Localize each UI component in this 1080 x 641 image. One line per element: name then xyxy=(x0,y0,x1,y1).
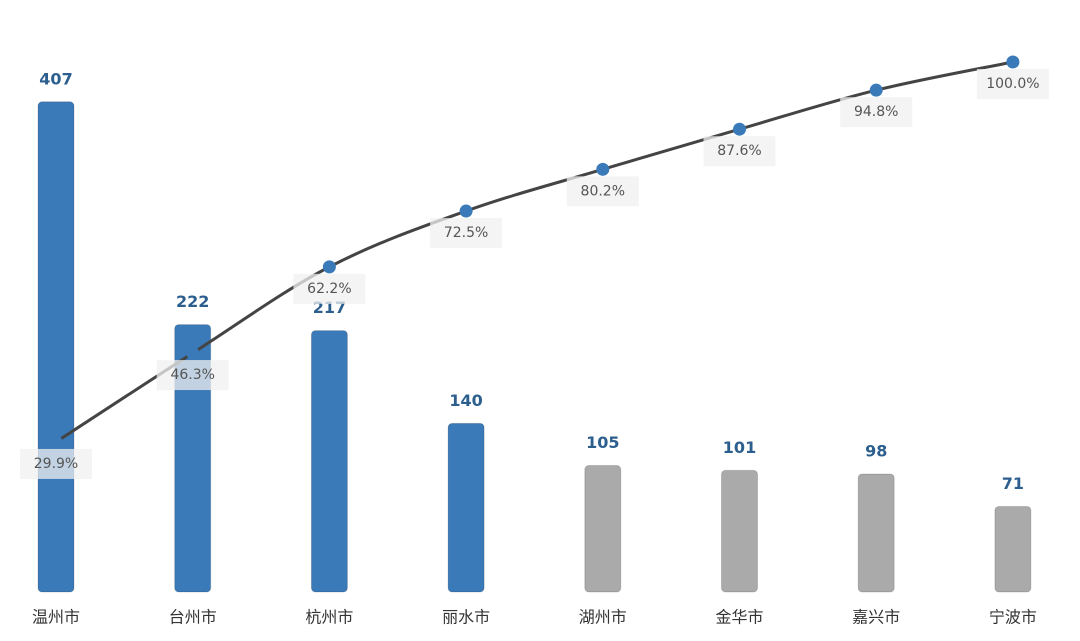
label-box xyxy=(430,218,503,249)
percent-label: 46.3% xyxy=(170,367,214,383)
value-label: 105 xyxy=(586,433,619,452)
percent-label: 29.9% xyxy=(34,456,78,472)
line-marker xyxy=(49,435,63,449)
bar xyxy=(447,422,485,593)
percent-label: 87.6% xyxy=(717,143,761,159)
percent-label: 80.2% xyxy=(581,183,625,199)
label-box xyxy=(840,97,913,128)
line-marker xyxy=(459,204,473,218)
line-marker xyxy=(322,260,336,274)
line-marker xyxy=(596,162,610,176)
value-label: 71 xyxy=(1002,474,1024,493)
bar xyxy=(994,505,1032,593)
percent-label: 62.2% xyxy=(307,281,351,297)
line-marker xyxy=(733,122,746,136)
value-label: 140 xyxy=(449,391,482,410)
label-box xyxy=(293,273,366,304)
bar xyxy=(721,469,758,593)
x-tick-label: 湖州市 xyxy=(579,608,627,627)
label-box xyxy=(703,136,776,167)
value-label: 222 xyxy=(176,292,209,311)
line-marker xyxy=(186,346,200,360)
value-label: 98 xyxy=(865,441,887,460)
bar xyxy=(857,473,895,593)
bar xyxy=(584,465,622,593)
percent-label: 94.8% xyxy=(854,104,898,120)
x-tick-label: 宁波市 xyxy=(989,608,1037,627)
line-marker xyxy=(1006,55,1020,69)
x-tick-label: 嘉兴市 xyxy=(852,608,900,627)
label-box xyxy=(566,176,639,207)
x-tick-label: 丽水市 xyxy=(442,608,490,627)
label-box xyxy=(156,360,229,391)
label-box xyxy=(20,448,92,479)
bar xyxy=(310,330,348,593)
value-label: 407 xyxy=(39,69,72,88)
line-marker xyxy=(869,83,883,97)
percent-label: 72.5% xyxy=(444,225,488,241)
x-tick-label: 杭州市 xyxy=(305,608,353,627)
x-tick-label: 台州市 xyxy=(169,608,217,627)
x-tick-label: 金华市 xyxy=(715,608,763,627)
cumulative-line xyxy=(55,60,1014,444)
value-label: 101 xyxy=(723,438,756,457)
x-tick-label: 温州市 xyxy=(32,608,80,627)
percent-label: 100.0% xyxy=(986,76,1039,92)
label-box xyxy=(976,69,1049,99)
bar xyxy=(174,324,212,593)
bar xyxy=(37,101,75,593)
